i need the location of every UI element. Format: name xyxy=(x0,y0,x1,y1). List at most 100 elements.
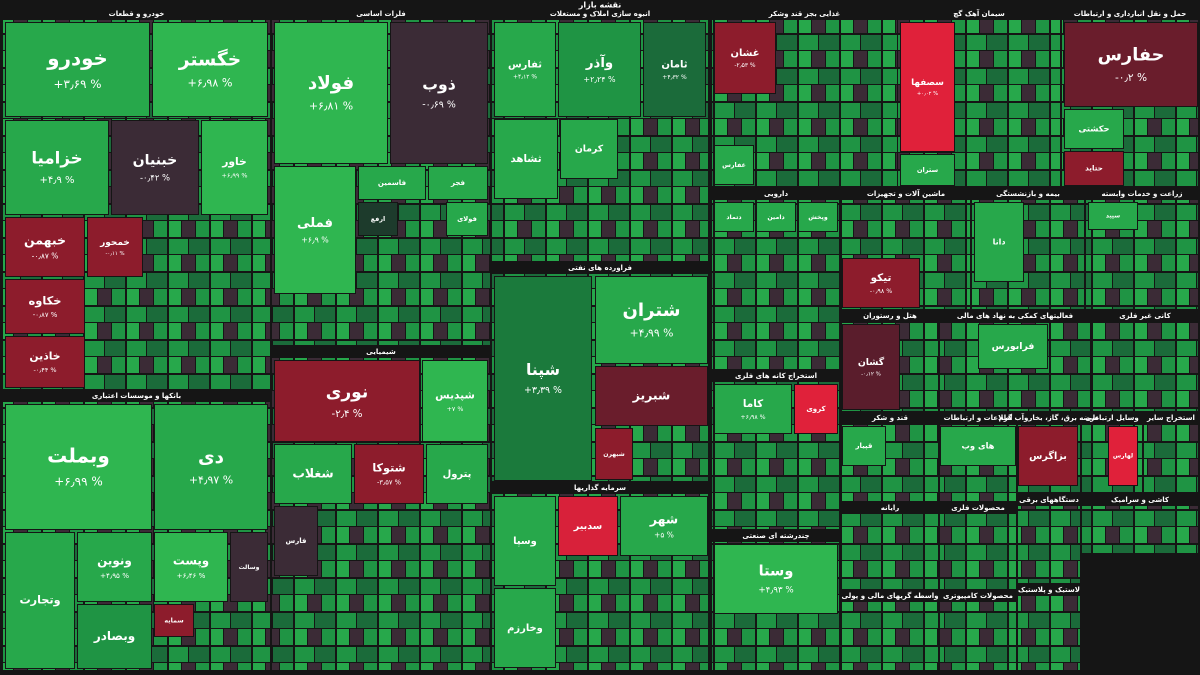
tile-name: فملی xyxy=(297,216,333,231)
sector: غذایی بجز قند وشکر غشان -۲٫۵۳ % غفارس xyxy=(712,10,897,187)
tile-change: +۶٫۹۹ % xyxy=(54,475,103,489)
tile-name: فارس xyxy=(286,536,307,545)
tile xyxy=(842,324,900,410)
sector-name: فراورده های نفتی xyxy=(568,264,632,272)
tile xyxy=(842,258,920,308)
tile-name: خکاوه xyxy=(28,293,61,308)
tile-name: وسالت xyxy=(239,564,260,571)
tile-name: شتوکا xyxy=(372,461,405,474)
tile-name: شبریز xyxy=(632,388,671,403)
sector-body xyxy=(1082,506,1198,553)
tile-change: +۴٫۹۹ % xyxy=(630,327,674,340)
tile-change: -۰٫۹۸ % xyxy=(870,288,892,295)
tile xyxy=(274,360,420,442)
sector: زراعت و خدمات وابسته سپید xyxy=(1086,190,1198,309)
sector-name: استخراج کانه های فلزی xyxy=(735,372,817,380)
tile-name: لهارس xyxy=(1113,453,1133,460)
sector-name: چندرشته ای صنعتی xyxy=(742,532,809,540)
tile-change: +۶٫۹۹ % xyxy=(222,172,248,180)
sector-name: غذایی بجز قند وشکر xyxy=(768,10,841,18)
tile-change: -۰٫۶۹ % xyxy=(422,99,456,110)
tile-name: گشان xyxy=(858,356,885,368)
sector-name: فعالیتهای کمکی به نهاد های مالی xyxy=(957,312,1074,320)
sector-body xyxy=(940,602,1016,670)
tile-name: دی xyxy=(198,447,224,468)
tile xyxy=(77,532,152,602)
tile-name: حکشتی xyxy=(1078,124,1109,134)
tile-name: ارفع xyxy=(371,215,385,223)
tile-name: سدبیر xyxy=(573,521,602,532)
sector: ماشین آلات و تجهیزات تیکو -۰٫۹۸ % xyxy=(842,189,970,309)
tile-name: فجر xyxy=(450,178,465,187)
tile-name: وتجارت xyxy=(19,594,60,607)
sector-body xyxy=(1144,424,1198,493)
sector-body xyxy=(842,602,938,670)
tile-change: -۰٫۴۴ % xyxy=(33,366,56,374)
tile xyxy=(154,604,194,637)
sector: قند و شکر قپیار xyxy=(842,414,938,501)
tile-change: +۴٫۹ % xyxy=(40,175,75,186)
sector-name: وسایل ارتباطی xyxy=(1085,414,1138,422)
tile xyxy=(230,532,268,602)
sector-body xyxy=(842,514,938,589)
tile-name: ذوب xyxy=(422,75,456,94)
tile-change: +۶٫۸۱ % xyxy=(309,100,353,113)
tile-name: خاور xyxy=(221,155,247,168)
sector: خودرو و قطعات خودرو +۳٫۶۹ % خگستر +۶٫۹۸ % خزا… xyxy=(3,10,270,389)
tile xyxy=(794,384,838,434)
tile-name: خاذین xyxy=(29,350,60,363)
sector-body xyxy=(940,514,1016,589)
tile-name: دانا xyxy=(993,238,1006,247)
sector: فعالیتهای کمکی به نهاد های مالی فرابورس xyxy=(940,312,1090,411)
tile-change: +۴٫۹۷ % xyxy=(189,474,233,487)
sector-name: دستگاههای برقی xyxy=(1019,495,1079,504)
tile-name: ونوین xyxy=(97,554,132,569)
tile xyxy=(1018,426,1078,486)
tile xyxy=(5,279,85,334)
tile-change: +۰٫۰۲ % xyxy=(917,91,938,97)
tile xyxy=(354,444,424,504)
tile xyxy=(714,145,754,185)
tile-change: -۲٫۴ % xyxy=(332,409,363,420)
tile-name: غفارس xyxy=(722,161,746,169)
sector-name: شیمیایی xyxy=(366,348,396,356)
sector-name: محصولات فلزی xyxy=(951,504,1005,512)
tile-change: -۲٫۵۳ % xyxy=(734,62,756,69)
tile xyxy=(494,496,556,586)
tile xyxy=(494,588,556,668)
tile xyxy=(152,22,268,117)
tile xyxy=(842,426,886,466)
tile xyxy=(974,202,1024,282)
tile-name: خگستر xyxy=(178,49,241,71)
tile-name: فولای xyxy=(457,215,477,223)
tile xyxy=(494,22,556,117)
tile-name: وپخش xyxy=(808,214,828,221)
tile-name: غشان xyxy=(730,48,759,59)
sector-name: رایانه xyxy=(881,504,900,512)
tile-change: +۴٫۹۳ % xyxy=(758,585,793,595)
tile-name: ثفارس xyxy=(508,60,542,71)
tile-change: +۴٫۱۲ % xyxy=(513,73,537,80)
sector-name: واسطه گریهای مالی و پولی xyxy=(842,591,939,600)
sector-name: فلزات اساسی xyxy=(356,10,406,18)
tile-change: +۴٫۹۵ % xyxy=(100,571,129,580)
tile-name: ثامان xyxy=(661,59,687,70)
tile xyxy=(558,22,641,117)
tile xyxy=(274,506,318,576)
tile-name: ستران xyxy=(917,166,938,174)
tile-name: ثشاهد xyxy=(510,153,541,165)
tile-name: شپنا xyxy=(526,360,560,380)
sector: فلزات اساسی فولاد +۶٫۸۱ % ذوب -۰٫۶۹ % فملی +۶٫… xyxy=(272,10,490,345)
tile xyxy=(274,444,352,504)
sector: حمل و نقل انبارداری و ارتباطات حفارس -۰٫۲ … xyxy=(1062,10,1198,187)
tile-name: حتاید xyxy=(1085,164,1103,173)
tile xyxy=(154,404,268,530)
tile-change: +۶٫۹۸ % xyxy=(740,414,765,421)
tile-name: سمایه xyxy=(164,617,183,625)
tile xyxy=(111,120,199,215)
tile xyxy=(714,202,754,232)
tile xyxy=(714,544,838,614)
map-title: نقشه بازار xyxy=(578,1,622,10)
